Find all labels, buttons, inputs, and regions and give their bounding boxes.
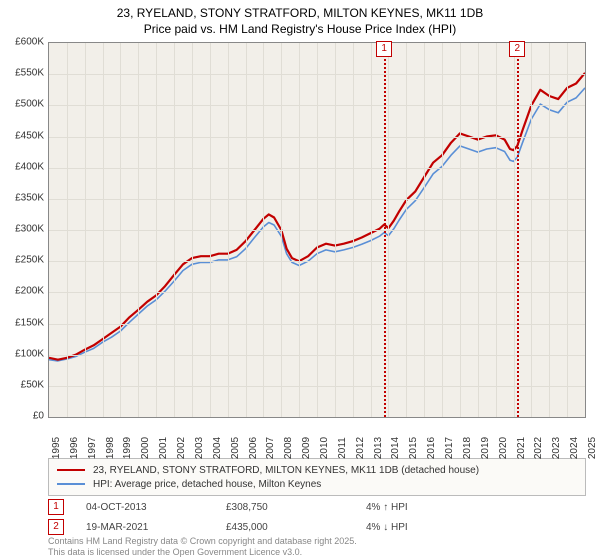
event-marker-line <box>384 43 386 417</box>
y-axis-label: £200K <box>4 286 44 297</box>
x-axis-label: 2002 <box>176 437 187 459</box>
x-axis-label: 2014 <box>390 437 401 459</box>
y-axis-label: £600K <box>4 37 44 48</box>
x-axis-label: 2000 <box>140 437 151 459</box>
credits-line: This data is licensed under the Open Gov… <box>48 547 357 558</box>
x-axis-label: 2007 <box>265 437 276 459</box>
x-axis-label: 2018 <box>462 437 473 459</box>
x-axis-label: 2021 <box>516 437 527 459</box>
legend-label: HPI: Average price, detached house, Milt… <box>93 479 321 490</box>
x-axis-label: 2025 <box>587 437 598 459</box>
y-axis-label: £50K <box>4 379 44 390</box>
x-axis-label: 2017 <box>444 437 455 459</box>
transaction-row: 2 19-MAR-2021 £435,000 4% ↓ HPI <box>48 518 586 536</box>
x-axis-label: 2006 <box>248 437 259 459</box>
x-axis-label: 2016 <box>426 437 437 459</box>
x-axis-label: 2009 <box>301 437 312 459</box>
x-axis-label: 2012 <box>355 437 366 459</box>
x-axis-label: 1997 <box>87 437 98 459</box>
legend-swatch <box>57 483 85 485</box>
x-axis-label: 2011 <box>337 437 348 459</box>
x-axis-label: 2023 <box>551 437 562 459</box>
x-axis-label: 1996 <box>69 437 80 459</box>
transaction-row: 1 04-OCT-2013 £308,750 4% ↑ HPI <box>48 498 586 516</box>
title-line-1: 23, RYELAND, STONY STRATFORD, MILTON KEY… <box>10 6 590 22</box>
transaction-date: 04-OCT-2013 <box>86 502 226 513</box>
x-axis-label: 1998 <box>105 437 116 459</box>
x-axis-label: 2013 <box>373 437 384 459</box>
event-marker-label: 2 <box>509 41 525 57</box>
y-axis-label: £550K <box>4 68 44 79</box>
x-axis-label: 1995 <box>51 437 62 459</box>
chart-title: 23, RYELAND, STONY STRATFORD, MILTON KEY… <box>0 0 600 39</box>
y-axis-label: £250K <box>4 255 44 266</box>
legend-row: HPI: Average price, detached house, Milt… <box>57 477 577 491</box>
legend: 23, RYELAND, STONY STRATFORD, MILTON KEY… <box>48 458 586 496</box>
y-axis-label: £0 <box>4 411 44 422</box>
y-axis-label: £100K <box>4 348 44 359</box>
x-axis-label: 2005 <box>230 437 241 459</box>
title-line-2: Price paid vs. HM Land Registry's House … <box>10 22 590 38</box>
credits: Contains HM Land Registry data © Crown c… <box>48 536 357 558</box>
chart-container: 23, RYELAND, STONY STRATFORD, MILTON KEY… <box>0 0 600 560</box>
plot-area: 12 <box>48 42 586 418</box>
y-axis-label: £350K <box>4 192 44 203</box>
transaction-marker: 2 <box>48 519 64 535</box>
transaction-price: £435,000 <box>226 522 366 533</box>
legend-label: 23, RYELAND, STONY STRATFORD, MILTON KEY… <box>93 465 479 476</box>
x-axis-label: 2019 <box>480 437 491 459</box>
x-axis-label: 2022 <box>533 437 544 459</box>
transaction-marker: 1 <box>48 499 64 515</box>
x-axis-label: 2001 <box>158 437 169 459</box>
x-axis-label: 2008 <box>283 437 294 459</box>
y-axis-label: £500K <box>4 99 44 110</box>
legend-row: 23, RYELAND, STONY STRATFORD, MILTON KEY… <box>57 463 577 477</box>
event-marker-label: 1 <box>376 41 392 57</box>
y-axis-label: £150K <box>4 317 44 328</box>
x-axis-label: 2024 <box>569 437 580 459</box>
y-axis-label: £300K <box>4 224 44 235</box>
transaction-note: 4% ↑ HPI <box>366 502 506 513</box>
transaction-date: 19-MAR-2021 <box>86 522 226 533</box>
x-axis-label: 2004 <box>212 437 223 459</box>
x-axis-label: 1999 <box>122 437 133 459</box>
transaction-price: £308,750 <box>226 502 366 513</box>
event-marker-line <box>517 43 519 417</box>
x-axis-label: 2020 <box>498 437 509 459</box>
y-axis-label: £400K <box>4 161 44 172</box>
credits-line: Contains HM Land Registry data © Crown c… <box>48 536 357 547</box>
transaction-note: 4% ↓ HPI <box>366 522 506 533</box>
y-axis-label: £450K <box>4 130 44 141</box>
x-axis-label: 2010 <box>319 437 330 459</box>
x-axis-label: 2003 <box>194 437 205 459</box>
x-axis-label: 2015 <box>408 437 419 459</box>
legend-swatch <box>57 469 85 471</box>
